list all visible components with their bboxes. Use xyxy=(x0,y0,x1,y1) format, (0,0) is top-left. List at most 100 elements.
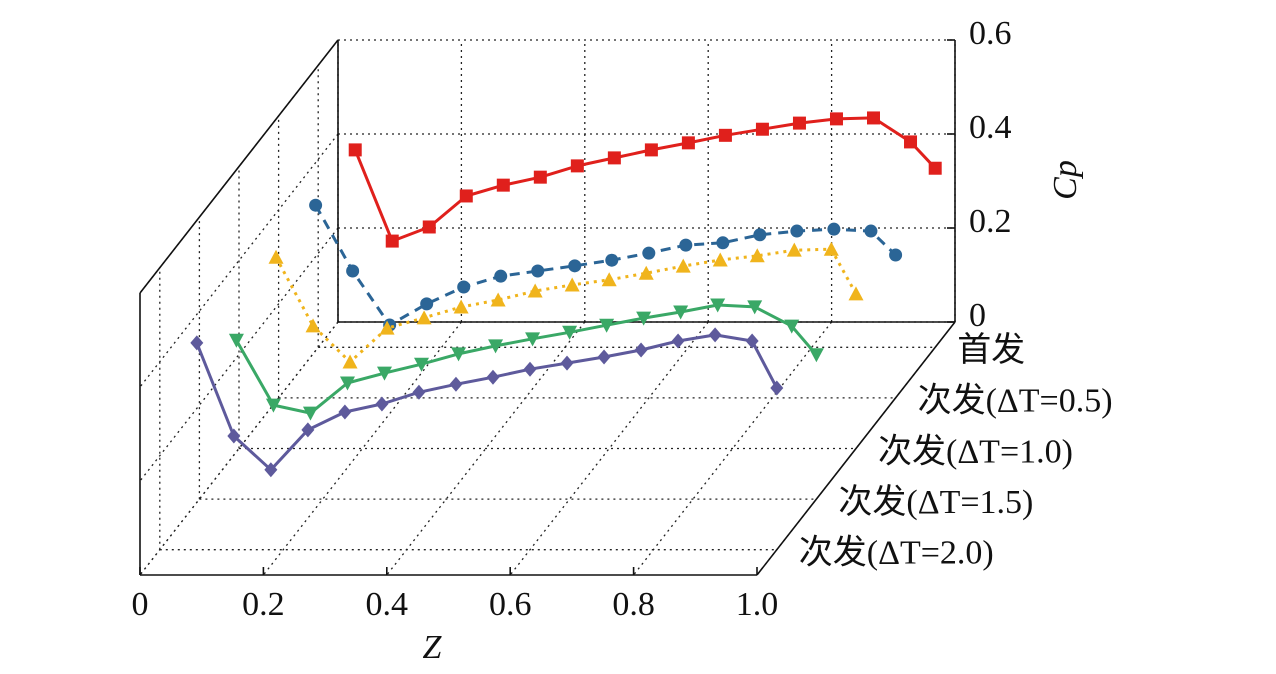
series-line xyxy=(314,204,897,327)
marker xyxy=(808,348,824,363)
x-tick-label: 0.2 xyxy=(242,586,285,623)
marker xyxy=(227,428,241,444)
marker xyxy=(792,116,806,130)
marker xyxy=(264,462,278,478)
y-tick-label: 0.6 xyxy=(969,15,1012,52)
marker xyxy=(928,161,942,175)
marker xyxy=(265,398,281,413)
x-axis-label: Z xyxy=(423,629,443,666)
marker xyxy=(562,325,578,340)
marker xyxy=(523,361,537,377)
marker xyxy=(422,220,436,234)
marker xyxy=(605,253,619,267)
marker xyxy=(449,376,463,392)
marker xyxy=(416,310,432,325)
marker xyxy=(644,143,658,157)
marker xyxy=(346,264,360,278)
marker xyxy=(673,305,689,320)
y-tick-label: 0 xyxy=(969,297,986,334)
marker xyxy=(638,265,654,280)
marker xyxy=(634,342,648,358)
marker xyxy=(488,339,504,354)
x-tick-label: 0 xyxy=(132,586,149,623)
marker xyxy=(864,224,878,238)
legend-label: 次发(ΔT=0.5) xyxy=(918,382,1113,420)
marker xyxy=(459,189,473,203)
marker xyxy=(749,248,765,263)
marker xyxy=(348,143,362,157)
marker xyxy=(494,269,508,283)
marker xyxy=(607,151,621,165)
marker xyxy=(823,241,839,256)
marker xyxy=(564,277,580,292)
marker xyxy=(268,249,284,264)
marker xyxy=(301,422,315,438)
marker xyxy=(414,357,430,372)
marker xyxy=(745,333,759,349)
marker xyxy=(770,380,784,396)
marker xyxy=(848,286,864,301)
marker xyxy=(305,318,321,333)
marker xyxy=(597,349,611,365)
marker xyxy=(457,280,471,294)
marker xyxy=(601,272,617,287)
marker xyxy=(302,406,318,421)
grid-line xyxy=(139,227,339,482)
legend-label: 首发 xyxy=(957,331,1025,369)
marker xyxy=(486,369,500,385)
marker xyxy=(642,246,656,260)
marker xyxy=(681,136,695,150)
x-tick-label: 0.4 xyxy=(366,586,409,623)
marker xyxy=(527,283,543,298)
marker xyxy=(867,111,880,125)
marker xyxy=(451,347,467,362)
marker xyxy=(420,297,434,311)
axis-edge xyxy=(756,321,956,576)
marker xyxy=(490,292,506,307)
series-line xyxy=(195,333,779,472)
marker xyxy=(190,335,204,351)
marker xyxy=(755,122,769,136)
marker xyxy=(496,178,510,192)
series-line xyxy=(353,116,937,243)
marker xyxy=(560,355,574,371)
marker xyxy=(568,259,582,273)
marker xyxy=(827,222,841,236)
marker xyxy=(904,135,918,149)
marker xyxy=(784,319,800,334)
marker xyxy=(228,333,244,348)
marker xyxy=(889,248,903,262)
x-tick-label: 0.8 xyxy=(612,586,655,623)
marker xyxy=(338,404,352,420)
marker xyxy=(679,238,693,252)
marker xyxy=(786,242,802,257)
y-tick-label: 0.4 xyxy=(969,109,1012,146)
marker xyxy=(570,159,584,173)
y-tick-label: 0.2 xyxy=(969,203,1012,240)
marker xyxy=(339,376,355,391)
marker xyxy=(790,224,804,238)
marker xyxy=(599,318,615,333)
marker xyxy=(712,252,728,267)
marker xyxy=(708,327,722,343)
marker xyxy=(309,198,323,212)
marker xyxy=(377,366,392,381)
x-tick-label: 1.0 xyxy=(736,586,779,623)
marker xyxy=(636,311,652,326)
marker xyxy=(829,112,843,126)
legend-label: 次发(ΔT=1.0) xyxy=(878,432,1073,470)
marker xyxy=(716,236,730,250)
axis-edge xyxy=(139,39,339,294)
marker xyxy=(753,228,767,242)
y-axis-label: Cp xyxy=(1047,160,1084,200)
marker xyxy=(671,333,685,349)
marker xyxy=(710,298,726,313)
marker xyxy=(379,320,395,335)
marker xyxy=(531,264,545,278)
marker xyxy=(675,258,691,273)
marker xyxy=(525,332,541,347)
marker xyxy=(375,396,389,412)
marker xyxy=(747,300,763,315)
marker xyxy=(385,234,399,248)
marker xyxy=(533,170,547,184)
